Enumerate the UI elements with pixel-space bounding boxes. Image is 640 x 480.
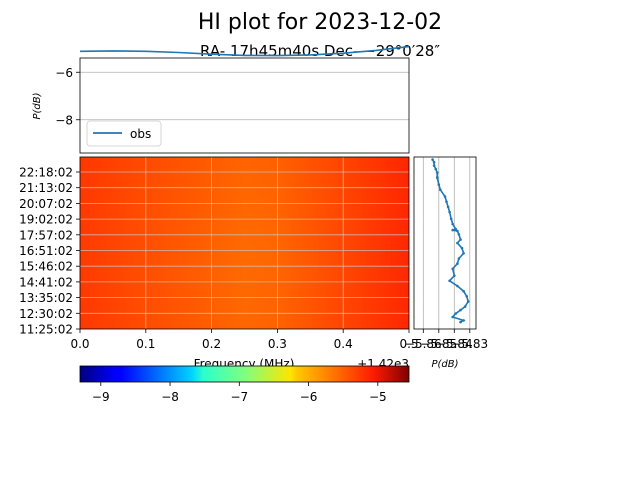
time-profile-point — [466, 300, 470, 303]
waterfall-y-tick-label: 15:46:02 — [19, 260, 73, 274]
time-profile-x-tick-label: −5.86 — [405, 337, 442, 351]
waterfall-x-tick-label: 0.0 — [70, 337, 89, 351]
chart-subtitle: RA- 17h45m40s Dec- −29°0′28″ — [200, 42, 440, 60]
time-profile-point — [462, 289, 465, 293]
waterfall-x-tick-label: 0.5 — [399, 337, 418, 351]
waterfall-y-tick-label: 11:25:02 — [19, 323, 73, 337]
waterfall-x-tick-label: 0.2 — [202, 337, 221, 351]
waterfall-panel: 0.0 0.1 0.2 0.3 0.4 0.5 11:25:02 12:30:02 13:35… — [19, 156, 419, 371]
time-profile-panel: −5.86−5.85−5.84−5.83 P(dB) — [405, 156, 488, 370]
time-profile-x-tick-label: −5.84 — [436, 337, 473, 351]
waterfall-heatmap-shade — [80, 157, 409, 329]
time-profile-point — [446, 205, 450, 209]
spectrum-y-axis-label: P(dB) — [32, 92, 43, 119]
time-profile-point — [443, 195, 447, 198]
waterfall-y-tick-label: 12:30:02 — [19, 307, 73, 321]
time-profile-point — [462, 319, 465, 322]
colorbar-gradient — [79, 365, 410, 383]
time-profile-point — [459, 238, 462, 241]
time-profile-point — [448, 279, 451, 283]
time-profile-frame — [413, 156, 477, 330]
time-profile-point — [453, 274, 456, 278]
time-profile-point — [435, 171, 439, 174]
time-profile-point — [456, 241, 459, 245]
waterfall-y-tick-label: 13:35:02 — [19, 291, 73, 305]
waterfall-y-tick-label: 21:13:02 — [19, 181, 73, 195]
colorbar-tick-label: −9 — [92, 390, 110, 404]
time-profile-point — [431, 158, 434, 161]
time-profile-point — [457, 233, 461, 236]
time-profile-point — [439, 188, 442, 191]
waterfall-frame — [79, 156, 410, 330]
time-profile-point — [451, 222, 455, 226]
time-profile-point — [457, 257, 461, 260]
colorbar-tick-label: −6 — [300, 390, 318, 404]
time-profile-point — [445, 200, 448, 203]
time-profile-point — [448, 210, 451, 214]
waterfall-x-tick-label: 0.3 — [268, 337, 287, 351]
chart-title: HI plot for 2023-12-02 — [198, 10, 442, 35]
waterfall-y-tick-label: 20:07:02 — [19, 197, 73, 211]
waterfall-x-tick-label: 0.1 — [136, 337, 155, 351]
time-profile-point — [451, 315, 455, 319]
spectrum-series-line — [79, 45, 410, 57]
time-profile-point — [435, 176, 439, 179]
spectrum-panel: −6 −8 P(dB) obs — [32, 45, 410, 154]
time-profile-point — [456, 284, 459, 288]
waterfall-y-tick-label: 19:02:02 — [19, 213, 73, 227]
time-profile-point — [459, 320, 462, 324]
time-profile-point — [456, 262, 459, 265]
legend-box — [86, 120, 162, 147]
waterfall-y-tick-label: 14:41:02 — [19, 275, 73, 289]
waterfall-y-tick-label: 16:51:02 — [19, 244, 73, 258]
time-profile-point — [451, 267, 455, 271]
colorbar-tick-label: −8 — [161, 390, 179, 404]
time-profile-point — [454, 312, 458, 315]
time-profile-point — [434, 167, 438, 171]
time-profile-x-tick-label: −5.83 — [451, 337, 488, 351]
time-profile-point — [465, 295, 469, 298]
time-profile-plot-area — [414, 157, 476, 329]
colorbar-tick-label: −5 — [369, 390, 387, 404]
time-profile-point — [449, 217, 453, 221]
time-profile-x-axis-label: P(dB) — [431, 359, 458, 370]
waterfall-x-tick-label: 0.4 — [334, 337, 353, 351]
time-profile-point — [459, 308, 462, 312]
time-profile-point — [456, 229, 459, 233]
time-profile-point — [460, 246, 464, 250]
time-profile-point — [451, 228, 455, 232]
time-profile-point — [437, 183, 441, 186]
time-profile-point — [432, 160, 436, 164]
time-profile-point — [432, 164, 436, 167]
spectrum-frame — [79, 57, 410, 154]
time-profile-point — [463, 305, 467, 308]
spectrum-y-tick-label: −8 — [55, 113, 73, 127]
time-profile-point — [454, 227, 458, 231]
time-profile-point — [462, 252, 465, 255]
spectrum-y-tick-label: −6 — [55, 66, 73, 80]
waterfall-y-tick-label: 22:18:02 — [19, 166, 73, 180]
waterfall-y-tick-label: 17:57:02 — [19, 228, 73, 242]
time-profile-x-tick-label: −5.85 — [420, 337, 457, 351]
legend-label: obs — [130, 127, 151, 141]
colorbar-tick-label: −7 — [230, 390, 248, 404]
colorbar: −9 −8 −7 −6 −5 — [79, 365, 410, 404]
spectrum-legend: obs — [86, 120, 162, 147]
